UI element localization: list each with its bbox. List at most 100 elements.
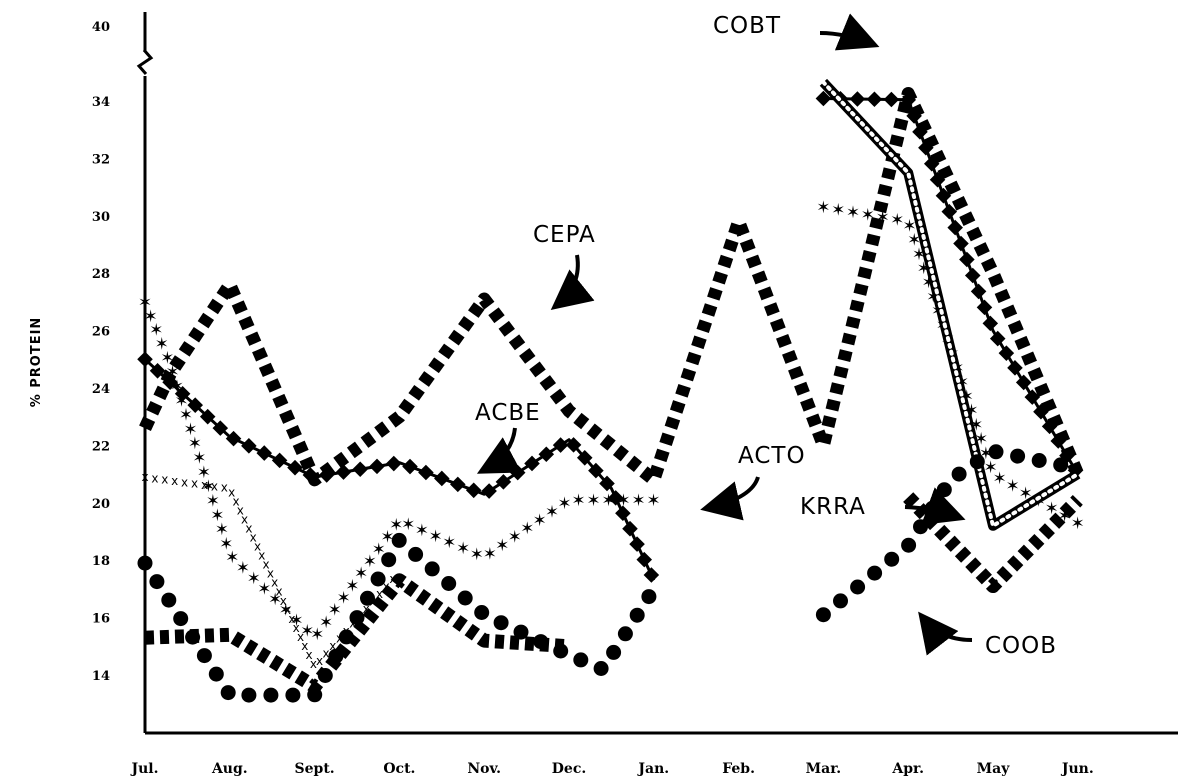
series-marker: ✶ [428, 527, 442, 547]
series-xxxx: x x x x x x x x x xxxxxxxxxxxxxxxxxxxxxxxxxxxxxxx… [141, 470, 396, 671]
series-marker [970, 283, 987, 300]
series-marker: x [267, 567, 274, 581]
series-marker [450, 476, 466, 493]
annotation-krra: KRRA [800, 487, 966, 525]
annotation-arrow [904, 487, 966, 525]
series-marker [884, 551, 900, 567]
series-marker: ✶ [483, 545, 497, 565]
series-marker: ✶ [165, 363, 179, 383]
series-marker: ✶ [319, 613, 333, 633]
series-marker: ✶ [545, 502, 559, 522]
series-label-cepa: CEPA [533, 222, 596, 248]
series-marker: ✶ [372, 540, 386, 560]
series-marker [208, 666, 224, 682]
x-tick-label: Jun. [1060, 761, 1094, 777]
x-tick-labels: Jul. Aug. Sept. Oct. Nov. Dec. Jan. Feb. Mar. Apr… [130, 761, 1094, 777]
series-marker: x [356, 609, 363, 623]
series-marker: ✶ [257, 579, 271, 599]
series-marker: ✶ [201, 477, 215, 497]
y-tick-label: 14 [92, 669, 110, 684]
series-marker: ✶ [179, 406, 193, 426]
x-tick-label: Dec. [552, 761, 586, 777]
series-marker [935, 187, 952, 204]
series-marker: ✶ [149, 321, 163, 341]
series-marker: ✶ [983, 458, 997, 478]
series-line-cobt-white-dotted [821, 80, 1080, 528]
series-marker: ✶ [328, 601, 342, 621]
series-marker [307, 687, 323, 703]
series-marker [629, 536, 645, 552]
y-tick-label: 18 [92, 554, 110, 569]
series-krra-spring [903, 492, 1083, 593]
series-marker: ✶ [557, 494, 571, 514]
series-marker: ✶ [992, 469, 1006, 489]
series-marker: x [232, 495, 239, 509]
y-tick-labels: 14 16 18 20 22 24 26 28 30 32 34 40 [92, 20, 110, 684]
series-marker: x [211, 479, 218, 493]
series-marker: ✶ [861, 206, 875, 226]
y-tick-label: 24 [92, 382, 110, 397]
series-marker [225, 430, 242, 447]
annotation-coob: COOB [918, 611, 1057, 659]
series-marker: ✶ [601, 491, 615, 511]
series-marker: x [293, 621, 300, 635]
series-marker [533, 634, 549, 650]
series-coob [137, 532, 657, 703]
series-marker [923, 156, 940, 172]
series-marker [402, 458, 418, 475]
series-marker [607, 490, 624, 506]
series-marker [220, 685, 236, 701]
y-tick-label: 40 [92, 20, 110, 35]
series-marker: ✶ [890, 211, 904, 231]
series-marker [964, 267, 981, 284]
series-marker: x [288, 612, 295, 626]
series-marker [137, 555, 153, 571]
series-marker [137, 351, 153, 368]
x-tick-label: Feb. [722, 761, 755, 777]
series-marker [629, 607, 645, 623]
x-tick-label: Apr. [891, 761, 924, 777]
series-marker: ✶ [300, 621, 314, 641]
series-label-coob: COOB [985, 633, 1057, 659]
series-marker [328, 648, 344, 664]
series-marker: x [376, 587, 383, 601]
series-marker: ✶ [456, 539, 470, 559]
series-marker: ✶ [902, 216, 916, 236]
annotation-arrow [819, 13, 880, 51]
series-marker [338, 629, 354, 645]
series-marker [951, 466, 967, 482]
series-marker [524, 455, 540, 472]
series-marker [1050, 433, 1067, 449]
series-marker: x [301, 639, 308, 653]
series-label-acto: ACTO [738, 443, 806, 469]
series-marker [173, 611, 189, 627]
series-marker: ✶ [138, 293, 152, 313]
series-marker [606, 644, 622, 660]
series-marker [241, 687, 257, 703]
series-marker [457, 590, 473, 606]
series-marker [212, 420, 229, 436]
series-marker [1031, 453, 1047, 468]
series-marker [434, 470, 450, 487]
series-marker [953, 235, 969, 252]
series-marker: x [280, 594, 287, 608]
series-marker: ✶ [279, 600, 293, 620]
y-tick-label: 28 [92, 267, 110, 282]
y-tick-label: 32 [92, 152, 110, 167]
series-marker [352, 461, 368, 478]
series-marker [538, 446, 555, 463]
series-marker [1033, 403, 1049, 420]
series-marker [513, 624, 529, 640]
series-marker [391, 532, 407, 548]
series-marker [593, 661, 609, 676]
series-marker: x [363, 602, 370, 616]
series-marker: x [336, 632, 343, 646]
series-marker [381, 552, 397, 568]
series-marker: x [258, 549, 265, 563]
annotation-acto: ACTO [700, 443, 806, 521]
x-tick-label: Mar. [806, 761, 842, 777]
annotation-arrow [700, 476, 760, 521]
series-marker: x [306, 648, 313, 662]
series-marker [1041, 418, 1058, 435]
series-krra [144, 573, 570, 694]
